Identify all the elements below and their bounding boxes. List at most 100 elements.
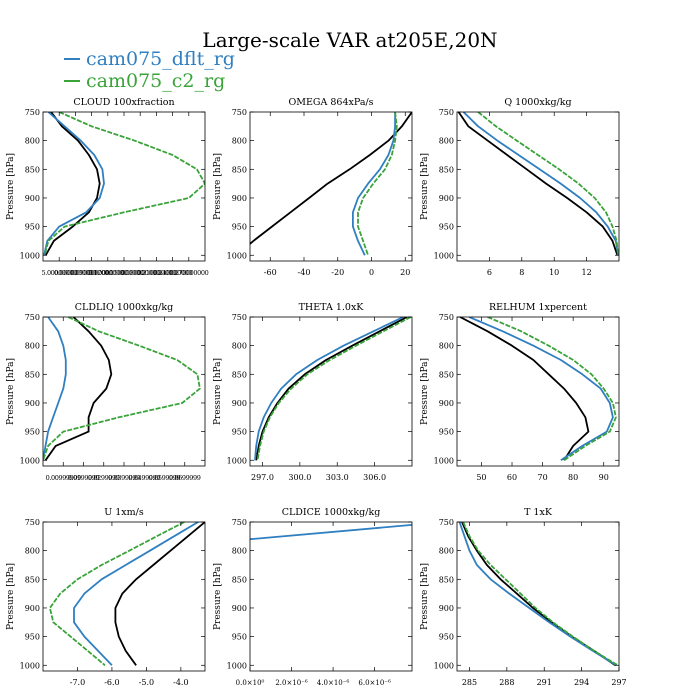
series-line-obs (114, 522, 205, 666)
y-tick-label: 900 (232, 399, 247, 408)
series-line-cam075_c2_rg (477, 112, 619, 256)
y-tick-label: 850 (232, 165, 247, 174)
plot-frame (249, 111, 413, 262)
x-tick-label: -40 (298, 268, 311, 277)
plot-frame (249, 316, 413, 467)
series-group (459, 317, 617, 462)
x-tick-label: 5.00000000 (42, 269, 78, 277)
x-tick-label: 0.270000000 (169, 269, 208, 277)
x-tick-label: 80 (568, 473, 578, 482)
x-tick-label: -6.0 (104, 678, 119, 687)
plot-frame (42, 521, 206, 672)
panel-7: CLDICE 1000xkg/kg Pressure [hPa] 750 800 850… (213, 507, 413, 687)
y-tick-label: 900 (25, 194, 40, 203)
y-tick-label: 900 (439, 399, 454, 408)
y-tick-label: 1000 (434, 456, 454, 465)
y-axis-label: Pressure [hPa] (213, 358, 223, 425)
legend-line-dflt (64, 58, 80, 60)
series-line-cam075_c2_rg (43, 112, 205, 256)
series-line-obs (457, 112, 619, 256)
series-line-cam075_dflt_rg (43, 317, 67, 461)
y-axis-label: Pressure [hPa] (213, 563, 223, 630)
x-tick-label: 0.210000000 (137, 269, 176, 277)
panel-title: RELHUM 1xpercent (489, 302, 587, 313)
legend: cam075_dflt_rg cam075_c2_rg (64, 48, 235, 92)
panel-2: Q 1000xkg/kg Pressure [hPa] 750 800 850 900 95… (420, 97, 620, 277)
series-line-cam075_c2_rg (487, 317, 617, 462)
y-tick-label: 850 (25, 370, 40, 379)
series-line-obs (44, 317, 113, 461)
y-tick-label: 900 (232, 194, 247, 203)
x-tick-label: 6.0×10⁻⁶ (358, 679, 391, 687)
series-group (250, 524, 412, 541)
x-tick-label: -5.0 (139, 678, 154, 687)
y-tick-label: 1000 (20, 456, 40, 465)
series-group (254, 317, 412, 461)
y-tick-label: 900 (439, 194, 454, 203)
x-tick-label: 0.150000000 (104, 269, 143, 277)
panel-title: Q 1000xkg/kg (504, 97, 571, 108)
legend-entry-dflt: cam075_dflt_rg (64, 48, 235, 70)
y-tick-label: 750 (25, 518, 40, 527)
y-tick-label: 800 (232, 137, 247, 146)
series-line-cam075_c2_rg (43, 317, 201, 461)
series-line-cam075_dflt_rg (468, 317, 614, 462)
series-group (458, 522, 619, 667)
series-group (49, 522, 205, 666)
x-tick-label: 0.0599999 (149, 474, 181, 482)
series-line-cam075_c2_rg (357, 112, 398, 256)
series-line-cam075_dflt_rg (462, 112, 619, 256)
y-tick-label: 950 (232, 633, 247, 642)
series-group (43, 317, 201, 461)
y-tick-label: 950 (25, 428, 40, 437)
y-tick-label: 750 (439, 108, 454, 117)
x-tick-label: 0.0600000000 (54, 269, 97, 277)
x-tick-label: 0.0299999 (88, 474, 120, 482)
y-tick-label: 750 (439, 518, 454, 527)
x-tick-label: 297 (611, 678, 626, 687)
y-tick-label: 850 (25, 165, 40, 174)
y-tick-label: 800 (25, 342, 40, 351)
y-tick-label: 1000 (434, 661, 454, 670)
x-tick-label: 10 (549, 268, 559, 277)
x-tick-label: 0.0199999 (68, 474, 100, 482)
y-tick-label: 950 (439, 223, 454, 232)
y-tick-label: 1000 (20, 661, 40, 670)
x-tick-label: -60 (264, 268, 277, 277)
series-group (43, 112, 205, 256)
series-line-cam075_dflt_rg (73, 522, 199, 666)
x-tick-label: 303.0 (326, 473, 349, 482)
y-axis-label: Pressure [hPa] (420, 563, 430, 630)
x-tick-label: 20 (400, 268, 410, 277)
plot-frame (456, 316, 620, 467)
x-tick-label: 0.0900000000 (70, 269, 113, 277)
panel-3: CLDLIQ 1000xkg/kg Pressure [hPa] 750 800 850… (6, 302, 206, 482)
x-tick-label: 0.0×10⁰ (236, 679, 265, 687)
y-tick-label: 850 (232, 575, 247, 584)
panel-1: OMEGA 864xPa/s Pressure [hPa] 750 800 850 900… (213, 97, 413, 277)
x-tick-label: 60 (507, 473, 517, 482)
x-tick-label: 12 (582, 268, 592, 277)
y-tick-label: 800 (232, 547, 247, 556)
y-tick-label: 800 (439, 547, 454, 556)
y-tick-label: 1000 (227, 251, 247, 260)
x-tick-label: 291 (537, 678, 552, 687)
series-line-obs (44, 112, 101, 256)
y-tick-label: 900 (232, 604, 247, 613)
series-line-cam075_dflt_rg (254, 317, 404, 461)
y-tick-label: 850 (25, 575, 40, 584)
y-tick-label: 800 (439, 137, 454, 146)
legend-entry-c2: cam075_c2_rg (64, 70, 235, 92)
plot-frame (456, 111, 620, 262)
y-tick-label: 950 (439, 428, 454, 437)
series-line-cam075_c2_rg (462, 522, 619, 667)
y-tick-label: 750 (232, 108, 247, 117)
y-tick-label: 1000 (434, 251, 454, 260)
y-tick-label: 950 (25, 223, 40, 232)
y-axis-label: Pressure [hPa] (420, 358, 430, 425)
series-line-cam075_c2_rg (256, 317, 412, 461)
y-tick-label: 1000 (20, 251, 40, 260)
legend-label-c2: cam075_c2_rg (86, 70, 226, 92)
panel-4: THETA 1.0xK Pressure [hPa] 750 800 850 900 950… (213, 302, 413, 482)
